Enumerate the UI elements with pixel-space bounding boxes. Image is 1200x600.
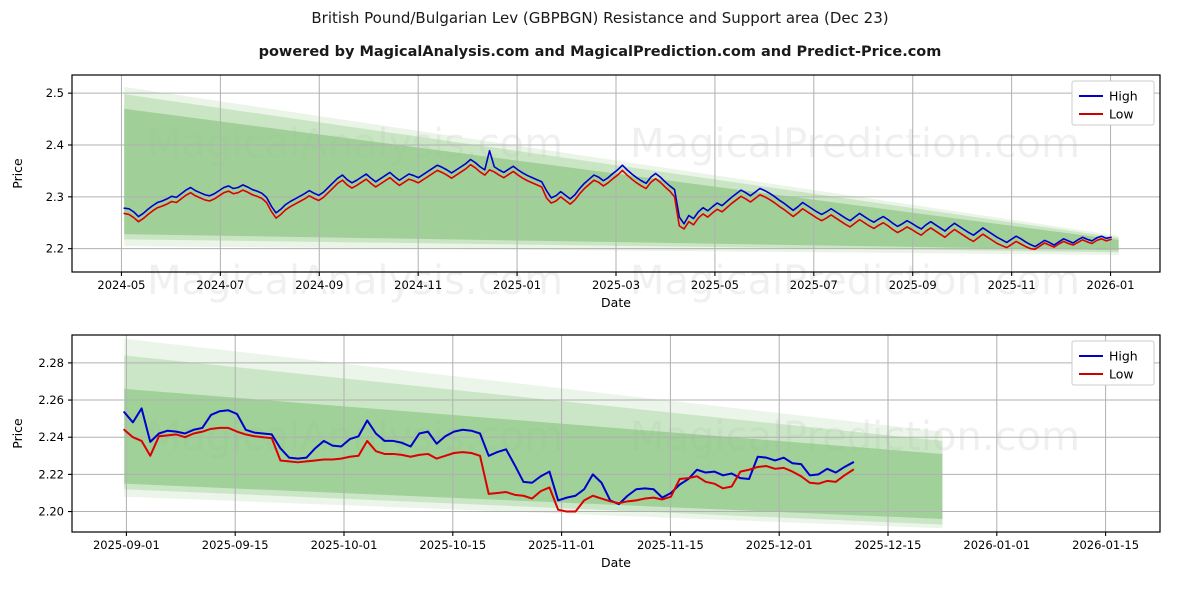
y-tick-label: 2.4 — [46, 138, 64, 152]
x-tick-label: 2025-11-15 — [637, 538, 704, 552]
x-tick-label: 2024-11 — [394, 278, 442, 292]
x-tick-label: 2025-09 — [889, 278, 937, 292]
series-line-high — [123, 149, 1112, 248]
watermark-text: MagicalPrediction.com — [630, 258, 1080, 304]
page-subtitle: powered by MagicalAnalysis.com and Magic… — [258, 44, 942, 60]
overview-chart-svg: MagicalAnalysis.com MagicalPrediction.com… — [10, 74, 1161, 310]
zoom-chart-svg: MagicalAnalysis.comMagicalPrediction.com… — [10, 334, 1161, 570]
watermark-text: MagicalPrediction.com — [630, 121, 1080, 167]
x-tick-label: 2025-05 — [691, 278, 739, 292]
x-tick-label: 2024-05 — [97, 278, 145, 292]
x-axis-label: Date — [601, 295, 631, 310]
x-tick-label: 2025-07 — [790, 278, 838, 292]
legend-label-low[interactable]: Low — [1109, 107, 1134, 122]
legend-label-high[interactable]: High — [1109, 349, 1138, 364]
x-tick-label: 2025-03 — [592, 278, 640, 292]
x-tick-label: 2024-07 — [196, 278, 244, 292]
y-tick-label: 2.5 — [46, 86, 64, 100]
y-axis-label: Price — [10, 158, 25, 189]
y-axis-label: Price — [10, 418, 25, 449]
x-tick-label: 2026-01-15 — [1072, 538, 1139, 552]
y-axis: 2.20 2.22 2.24 2.26 2.28 — [38, 356, 72, 519]
x-tick-label: 2025-09-15 — [202, 538, 269, 552]
x-tick-label: 2026-01-01 — [963, 538, 1030, 552]
x-tick-label: 2026-01 — [1087, 278, 1135, 292]
band-inner — [124, 108, 1119, 251]
y-tick-label: 2.2 — [46, 242, 64, 256]
x-tick-label: 2025-12-01 — [746, 538, 813, 552]
zoom-chart: MagicalAnalysis.comMagicalPrediction.com… — [0, 322, 1200, 600]
x-tick-label: 2025-10-15 — [419, 538, 486, 552]
legend[interactable]: High Low — [1071, 340, 1155, 386]
y-tick-label: 2.22 — [38, 467, 64, 481]
legend-label-high[interactable]: High — [1109, 89, 1138, 104]
series-line-low — [123, 426, 855, 513]
x-tick-label: 2025-10-01 — [311, 538, 378, 552]
x-tick-label: 2025-01 — [493, 278, 541, 292]
x-axis: 2024-05 2024-07 2024-09 2024-11 2025-01 2025-… — [97, 272, 1135, 292]
plot-frame — [71, 334, 1161, 533]
x-tick-label: 2025-09-01 — [93, 538, 160, 552]
y-tick-label: 2.24 — [38, 430, 64, 444]
x-tick-label: 2025-12-15 — [855, 538, 922, 552]
series-line-high — [123, 407, 855, 506]
band-inner — [124, 388, 943, 519]
x-tick-label: 2025-11 — [988, 278, 1036, 292]
y-tick-label: 2.3 — [46, 190, 64, 204]
resistance-support-bands — [124, 338, 943, 529]
x-axis-label: Date — [601, 555, 631, 570]
gridlines — [72, 75, 1160, 272]
y-tick-label: 2.20 — [38, 505, 64, 519]
watermark-text: MagicalAnalysis.com — [147, 258, 563, 304]
y-axis: 2.2 2.3 2.4 2.5 — [46, 86, 72, 256]
page-title: British Pound/Bulgarian Lev (GBPBGN) Res… — [311, 9, 889, 27]
gridlines — [72, 335, 1160, 532]
x-tick-label: 2024-09 — [295, 278, 343, 292]
y-tick-label: 2.28 — [38, 356, 64, 370]
x-axis: 2025-09-01 2025-09-15 2025-10-01 2025-10-15… — [93, 532, 1139, 552]
series-group — [123, 407, 855, 513]
overview-chart: MagicalAnalysis.com MagicalPrediction.com… — [0, 62, 1200, 312]
series-line-low — [123, 163, 1112, 250]
legend-label-low[interactable]: Low — [1109, 367, 1134, 382]
x-tick-label: 2025-11-01 — [528, 538, 595, 552]
series-group — [123, 149, 1112, 250]
y-tick-label: 2.26 — [38, 393, 64, 407]
legend[interactable]: High Low — [1071, 80, 1155, 126]
